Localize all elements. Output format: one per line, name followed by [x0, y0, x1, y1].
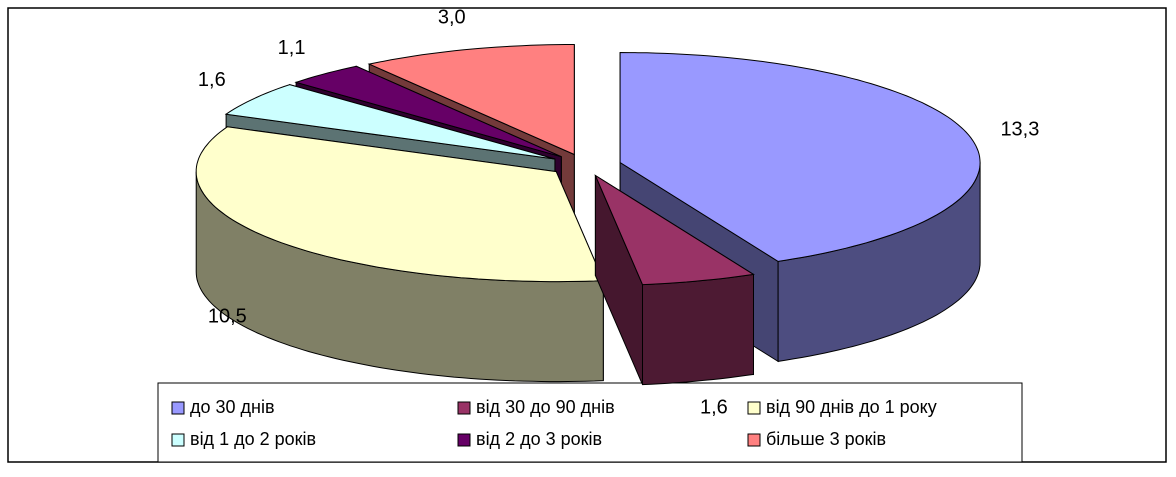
legend-label: від 1 до 2 років	[190, 429, 316, 449]
data-label: 3,0	[438, 6, 466, 28]
legend-label: від 2 до 3 років	[476, 429, 602, 449]
legend-swatch	[457, 401, 471, 415]
data-label: 1,6	[700, 396, 728, 418]
legend-swatch	[747, 401, 761, 415]
data-label: 13,3	[1000, 119, 1039, 141]
legend-label: від 90 днів до 1 року	[766, 397, 937, 417]
legend-box	[157, 382, 1023, 463]
data-label: 10,5	[208, 305, 247, 327]
slice	[294, 65, 562, 158]
legend-swatch	[171, 433, 185, 447]
legend-label: від 30 до 90 днів	[476, 397, 615, 417]
slice	[594, 174, 755, 286]
legend-swatch	[747, 433, 761, 447]
legend-swatch	[171, 401, 185, 415]
legend: до 30 днів від 30 до 90 днів від 90 днів д…	[171, 397, 937, 449]
slice	[367, 44, 575, 156]
slice	[195, 126, 605, 283]
slice	[224, 84, 556, 160]
data-label: 1,1	[278, 37, 306, 59]
data-label: 1,6	[198, 69, 226, 91]
legend-swatch	[457, 433, 471, 447]
slice-wall	[642, 273, 754, 386]
legend-label: до 30 днів	[190, 397, 275, 417]
legend-label: більше 3 років	[766, 429, 886, 449]
slice	[619, 51, 981, 262]
